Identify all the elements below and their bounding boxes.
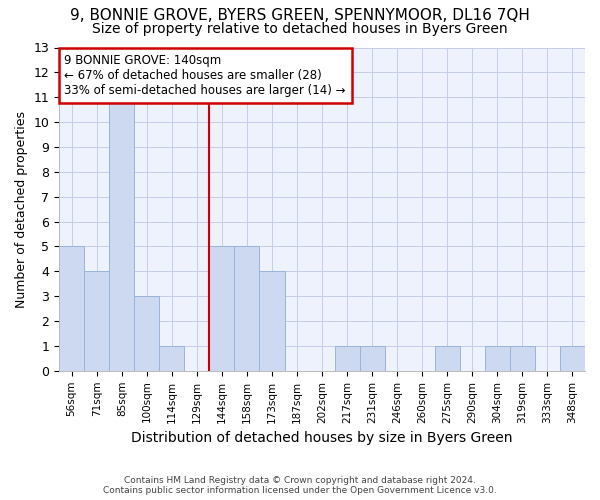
Text: Contains HM Land Registry data © Crown copyright and database right 2024.
Contai: Contains HM Land Registry data © Crown c…	[103, 476, 497, 495]
Text: 9, BONNIE GROVE, BYERS GREEN, SPENNYMOOR, DL16 7QH: 9, BONNIE GROVE, BYERS GREEN, SPENNYMOOR…	[70, 8, 530, 22]
Text: Size of property relative to detached houses in Byers Green: Size of property relative to detached ho…	[92, 22, 508, 36]
Bar	[109, 97, 134, 371]
Bar	[435, 346, 460, 371]
X-axis label: Distribution of detached houses by size in Byers Green: Distribution of detached houses by size …	[131, 431, 513, 445]
Bar	[510, 346, 535, 371]
Bar	[235, 246, 259, 371]
Bar	[259, 272, 284, 371]
Bar	[485, 346, 510, 371]
Bar	[84, 272, 109, 371]
Bar	[59, 246, 84, 371]
Text: 9 BONNIE GROVE: 140sqm
← 67% of detached houses are smaller (28)
33% of semi-det: 9 BONNIE GROVE: 140sqm ← 67% of detached…	[64, 54, 346, 97]
Bar	[335, 346, 359, 371]
Bar	[134, 296, 160, 371]
Bar	[560, 346, 585, 371]
Bar	[209, 246, 235, 371]
Bar	[160, 346, 184, 371]
Y-axis label: Number of detached properties: Number of detached properties	[15, 110, 28, 308]
Bar	[359, 346, 385, 371]
